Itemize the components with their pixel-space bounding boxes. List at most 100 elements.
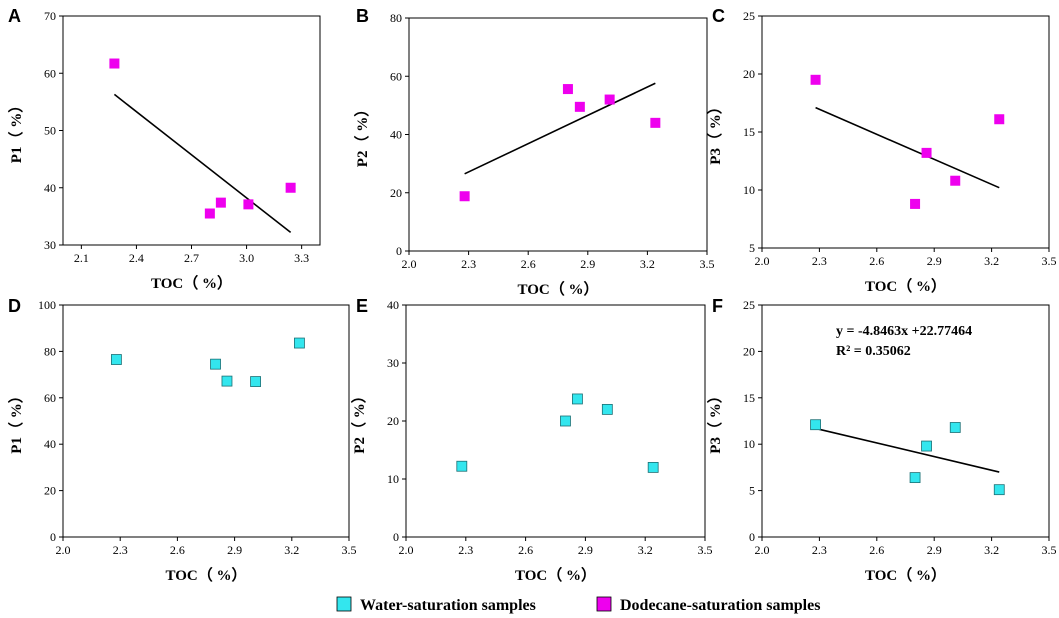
data-point: [560, 415, 571, 427]
y-axis-label: P1（ %）: [7, 98, 25, 163]
x-tick-label: 2.0: [755, 254, 770, 268]
x-axis-label: TOC（ %）: [518, 280, 599, 298]
x-tick-label: 2.6: [521, 257, 536, 271]
panel-a: A 2.1 2.4 2.7 3.0 3.3 30 40 50 60 70 TOC（ %） P1（ %）: [7, 6, 321, 292]
x-axis-label: TOC（ %）: [865, 277, 946, 295]
y-tick-label: 20: [743, 344, 755, 358]
data-point: [250, 376, 261, 387]
plot-frame: [761, 304, 1050, 538]
y-axis-label: P2（ %）: [350, 388, 368, 453]
data-point: [456, 460, 468, 472]
x-tick-label: 2.9: [927, 254, 942, 268]
y-tick-label: 0: [393, 530, 399, 544]
data-point: [294, 337, 305, 349]
y-tick-label: 20: [390, 186, 402, 200]
x-tick-label: 3.3: [294, 251, 309, 265]
x-tick-label: 2.7: [184, 251, 199, 265]
y-axis-label: P1（ %）: [7, 388, 25, 453]
trend-line: [464, 82, 656, 175]
data-point: [459, 191, 470, 202]
r-squared-label: R² = 0.35062: [836, 344, 911, 359]
y-tick-label: 20: [387, 414, 399, 428]
x-tick-label: 3.2: [284, 543, 299, 557]
x-tick-label: 3.5: [700, 257, 715, 271]
y-tick-label: 40: [387, 298, 399, 312]
panel-f: F 2.0 2.3 2.6 2.9 3.2 3.5 0 5 10 15 20 25 TOC（ %） P3（ …: [706, 296, 1057, 584]
x-tick-label: 2.6: [518, 543, 533, 557]
y-tick-label: 60: [390, 69, 402, 83]
x-tick-label: 3.2: [640, 257, 655, 271]
plot-frame: [62, 304, 350, 538]
y-tick-label: 80: [44, 344, 56, 358]
data-point: [909, 472, 921, 484]
trend-line: [815, 106, 1000, 189]
trend-line: [815, 427, 1000, 473]
x-tick-label: 2.3: [458, 543, 473, 557]
panel-letter: F: [712, 296, 723, 316]
x-tick-label: 2.3: [461, 257, 476, 271]
x-tick-label: 3.5: [1042, 543, 1057, 557]
data-point: [562, 84, 573, 95]
data-point: [243, 199, 254, 210]
y-tick-label: 10: [743, 437, 755, 451]
x-tick-label: 3.2: [984, 254, 999, 268]
data-point: [604, 94, 615, 105]
data-point: [110, 354, 122, 365]
y-tick-label: 30: [44, 238, 56, 252]
y-axis-label: P3（ %）: [706, 388, 724, 453]
x-tick-label: 2.0: [399, 543, 414, 557]
panel-b: B 2.0 2.3 2.6 2.9 3.2 3.5 0 20 40 60 80 TOC（ %） P2（ %…: [353, 6, 715, 298]
data-point: [221, 375, 233, 387]
data-point: [994, 114, 1005, 125]
trend-line: [113, 93, 292, 234]
data-point: [650, 117, 661, 128]
y-tick-label: 25: [743, 9, 755, 23]
legend-water-swatch: [336, 596, 352, 612]
y-tick-label: 0: [50, 530, 56, 544]
y-tick-label: 0: [396, 244, 402, 258]
data-point: [949, 422, 961, 433]
data-point: [810, 419, 821, 431]
y-tick-label: 60: [44, 66, 56, 80]
plot-frame: [405, 304, 706, 538]
data-point: [647, 461, 659, 473]
data-point: [950, 175, 961, 186]
x-axis-label: TOC（ %）: [151, 274, 232, 292]
panel-e: E 2.0 2.3 2.6 2.9 3.2 3.5 0 10 20 30 40 TOC（ %） P2（ %…: [350, 296, 713, 584]
panel-letter: D: [8, 296, 21, 316]
data-point: [921, 147, 932, 158]
y-tick-label: 40: [44, 181, 56, 195]
y-tick-label: 15: [743, 125, 755, 139]
plot-frame: [62, 15, 321, 246]
legend-dodecane-swatch: [596, 596, 612, 612]
panel-letter: C: [712, 6, 725, 26]
x-tick-label: 2.4: [129, 251, 144, 265]
plot-frame: [761, 15, 1050, 249]
x-tick-label: 2.9: [927, 543, 942, 557]
y-axis-label: P2（ %）: [353, 102, 371, 167]
x-tick-label: 2.0: [402, 257, 417, 271]
data-point: [993, 484, 1005, 496]
y-tick-label: 15: [743, 391, 755, 405]
panel-letter: E: [356, 296, 368, 316]
x-tick-label: 2.3: [113, 543, 128, 557]
x-tick-label: 2.0: [755, 543, 770, 557]
panel-letter: B: [356, 6, 369, 26]
y-tick-label: 10: [387, 472, 399, 486]
panel-d: D 2.0 2.3 2.6 2.9 3.2 3.5 0 20 40 60 80 100 TOC（ %） P1…: [7, 296, 357, 584]
x-tick-label: 2.6: [869, 543, 884, 557]
x-tick-label: 3.5: [698, 543, 713, 557]
x-tick-label: 3.0: [239, 251, 254, 265]
y-tick-label: 20: [44, 484, 56, 498]
x-tick-label: 2.6: [170, 543, 185, 557]
y-axis-label: P3（ %）: [706, 99, 724, 164]
x-axis-label: TOC（ %）: [515, 566, 596, 584]
y-tick-label: 30: [387, 356, 399, 370]
y-tick-label: 5: [749, 241, 755, 255]
x-tick-label: 2.3: [812, 543, 827, 557]
x-tick-label: 3.2: [638, 543, 653, 557]
data-point: [215, 197, 226, 208]
y-tick-label: 0: [749, 530, 755, 544]
y-tick-label: 40: [390, 128, 402, 142]
